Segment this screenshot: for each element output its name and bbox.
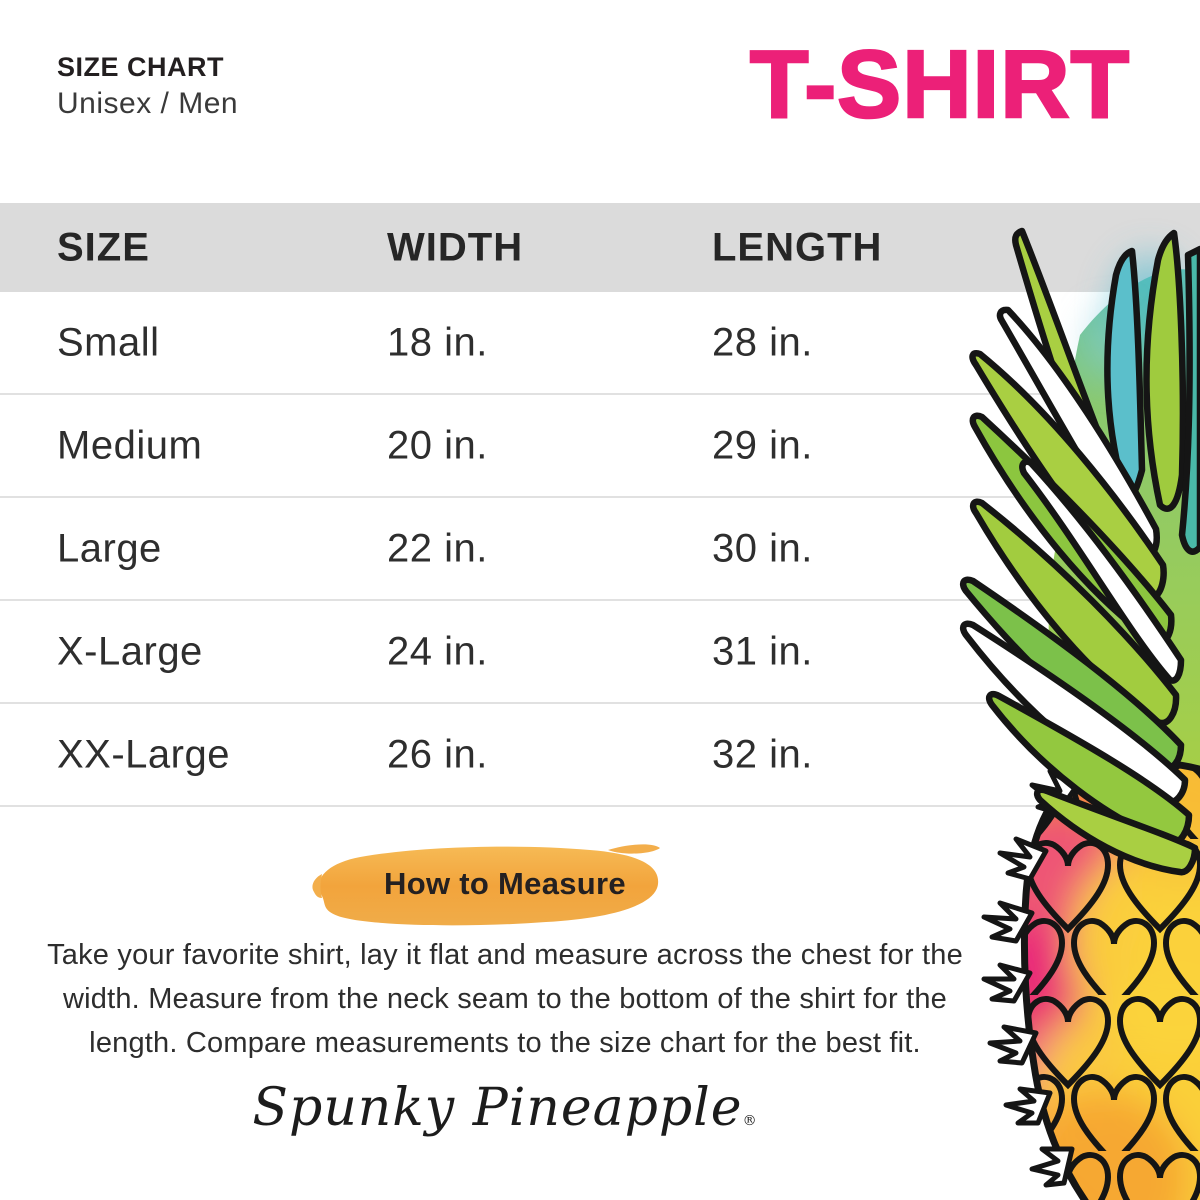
width-cell: 20 in.: [387, 423, 488, 467]
product-title: T-SHIRT: [749, 30, 1131, 140]
pineapple-illustration: [959, 227, 1200, 1200]
instructions-line: Take your favorite shirt, lay it flat an…: [47, 939, 963, 971]
width-cell: 22 in.: [387, 526, 488, 570]
size-cell: Large: [57, 526, 162, 570]
size-table: Small 18 in. 28 in. Medium 20 in. 29 in.…: [0, 292, 1200, 807]
length-cell: 30 in.: [712, 526, 813, 570]
brush-stroke-highlight: [312, 844, 660, 926]
length-cell: 29 in.: [712, 423, 813, 467]
instructions-line: width. Measure from the neck seam to the…: [62, 983, 947, 1015]
size-cell: X-Large: [57, 629, 203, 673]
instructions-line: length. Compare measurements to the size…: [89, 1027, 921, 1059]
column-header-length: LENGTH: [712, 225, 883, 269]
brand-logo: Spunky Pineapple®: [0, 1078, 1010, 1138]
table-row: XX-Large 26 in. 32 in.: [0, 704, 1200, 807]
column-header-width: WIDTH: [387, 225, 524, 269]
measure-instructions: Take your favorite shirt, lay it flat an…: [35, 933, 975, 1065]
table-row: X-Large 24 in. 31 in.: [0, 601, 1200, 704]
size-chart-label: SIZE CHART: [57, 52, 224, 82]
length-cell: 31 in.: [712, 629, 813, 673]
width-cell: 26 in.: [387, 732, 488, 776]
table-row: Small 18 in. 28 in.: [0, 292, 1200, 395]
length-cell: 32 in.: [712, 732, 813, 776]
gender-subtitle: Unisex / Men: [57, 87, 239, 120]
column-header-size: SIZE: [57, 225, 150, 269]
pineapple-thorns: [981, 768, 1079, 1188]
table-row: Large 22 in. 30 in.: [0, 498, 1200, 601]
length-cell: 28 in.: [712, 320, 813, 364]
size-cell: Small: [57, 320, 160, 364]
width-cell: 24 in.: [387, 629, 488, 673]
table-row: Medium 20 in. 29 in.: [0, 395, 1200, 498]
pineapple-leaves: [959, 227, 1200, 876]
table-header-row: SIZE WIDTH LENGTH: [0, 203, 1200, 292]
size-cell: Medium: [57, 423, 203, 467]
width-cell: 18 in.: [387, 320, 488, 364]
registered-trademark-icon: ®: [742, 1113, 758, 1129]
brand-logo-text: Spunky Pineapple: [252, 1078, 743, 1138]
size-cell: XX-Large: [57, 732, 230, 776]
how-to-measure-heading: How to Measure: [384, 866, 626, 901]
header-block: SIZE CHART Unisex / Men: [57, 52, 238, 121]
